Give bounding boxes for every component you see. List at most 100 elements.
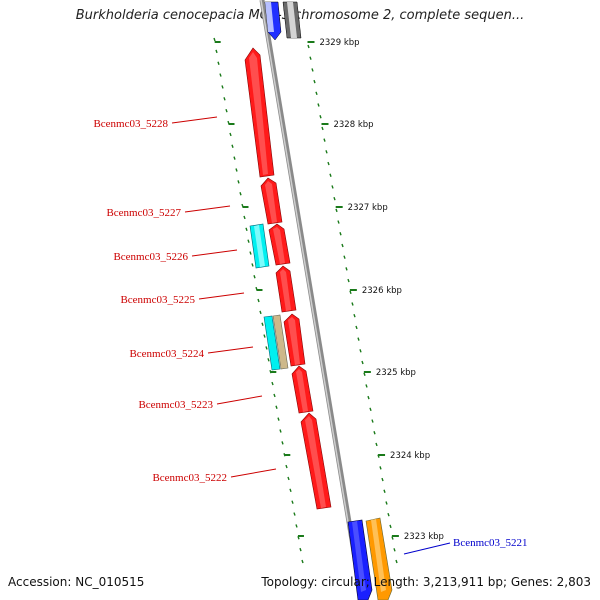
tick-label: 2326 kbp: [362, 286, 402, 296]
minor-tick-right: [309, 56, 312, 60]
gene-arrow-5224-red[interactable]: [283, 313, 306, 367]
minor-tick-left: [237, 180, 240, 184]
minor-tick-left: [301, 559, 304, 564]
gene-arrow-5225[interactable]: [275, 265, 297, 313]
minor-tick-right: [359, 349, 362, 353]
gene-label-5226[interactable]: Bcenmc03_5226: [113, 251, 188, 263]
minor-tick-right: [357, 337, 360, 341]
minor-tick-left: [271, 381, 274, 386]
minor-tick-left: [223, 97, 226, 101]
minor-tick-right: [375, 442, 378, 447]
chromosome-backbone: [259, 0, 365, 600]
gene-arrow-5226-red[interactable]: [268, 223, 291, 266]
gene-arrow-5226-cyan[interactable]: [249, 223, 270, 269]
tick-label: 2329 kbp: [319, 38, 359, 48]
minor-tick-right: [363, 372, 366, 376]
minor-tick-right: [315, 91, 318, 96]
minor-tick-right: [373, 431, 376, 435]
minor-tick-left: [281, 441, 284, 445]
gene-arrow-5224-tan[interactable]: [272, 314, 289, 370]
minor-tick-right: [313, 79, 316, 84]
minor-tick-right: [391, 536, 394, 540]
minor-tick-right: [321, 126, 324, 131]
minor-tick-right: [341, 243, 344, 248]
gene-arrow-5221-orange[interactable]: [365, 517, 393, 600]
minor-tick-right: [355, 325, 358, 330]
gene-features: [244, 1, 393, 600]
minor-tick-right: [337, 220, 340, 224]
minor-tick-right: [367, 395, 370, 400]
minor-tick-right: [327, 161, 330, 166]
minor-tick-left: [265, 346, 268, 350]
minor-tick-right: [323, 138, 326, 142]
gene-arrow-top-grey[interactable]: [282, 1, 302, 39]
minor-tick-right: [343, 255, 346, 259]
tick-label: 2323 kbp: [404, 532, 444, 542]
gene-label-5225[interactable]: Bcenmc03_5225: [120, 294, 195, 306]
minor-tick-left: [285, 464, 288, 469]
minor-tick-right: [361, 360, 364, 365]
gene-label-5223[interactable]: Bcenmc03_5223: [138, 399, 213, 411]
minor-tick-right: [333, 196, 336, 201]
minor-tick-left: [295, 524, 298, 528]
minor-tick-left: [235, 168, 238, 172]
minor-tick-right: [345, 267, 348, 271]
gene-label-5222[interactable]: Bcenmc03_5222: [152, 472, 227, 484]
minor-tick-right: [339, 232, 342, 236]
minor-tick-right: [325, 150, 328, 154]
tick-label: 2325 kbp: [376, 368, 416, 378]
minor-tick-right: [319, 115, 322, 119]
minor-tick-left: [253, 275, 256, 279]
minor-tick-right: [351, 302, 354, 306]
minor-tick-right: [383, 489, 386, 493]
gene-arrow-bottom-blue[interactable]: [347, 519, 373, 600]
minor-tick-left: [229, 132, 232, 137]
minor-tick-right: [371, 419, 374, 423]
minor-tick-left: [299, 547, 302, 552]
minor-tick-left: [231, 144, 234, 148]
minor-tick-left: [225, 108, 228, 113]
minor-tick-left: [233, 156, 236, 160]
gene-arrow-5227[interactable]: [260, 177, 283, 225]
minor-tick-right: [347, 278, 350, 283]
minor-tick-left: [267, 358, 270, 362]
minor-tick-right: [393, 548, 396, 552]
gene-label-5221[interactable]: Bcenmc03_5221: [453, 537, 528, 549]
minor-tick-left: [263, 334, 266, 338]
minor-tick-right: [307, 44, 310, 49]
minor-tick-right: [335, 208, 338, 213]
gene-arrow-top-blue[interactable]: [264, 1, 282, 41]
minor-ticks: [213, 37, 398, 564]
minor-tick-left: [277, 417, 280, 421]
gene-arrow-5222[interactable]: [300, 412, 332, 510]
tick-label: 2328 kbp: [333, 120, 373, 130]
minor-tick-left: [245, 227, 248, 232]
map-title: Burkholderia cenocepacia MC0-3 chromosom…: [75, 8, 525, 23]
minor-tick-left: [259, 310, 262, 315]
minor-tick-left: [213, 37, 216, 42]
minor-tick-left: [221, 85, 224, 89]
minor-tick-right: [387, 512, 390, 517]
minor-tick-right: [331, 185, 334, 189]
tick-label: 2324 kbp: [390, 451, 430, 461]
minor-tick-left: [217, 61, 220, 65]
minor-tick-left: [289, 488, 292, 493]
gene-label-5227[interactable]: Bcenmc03_5227: [106, 207, 181, 219]
gene-arrow-5228[interactable]: [244, 47, 275, 178]
accession-text: Accession: NC_010515: [8, 575, 145, 589]
minor-tick-right: [389, 524, 392, 529]
minor-tick-left: [273, 393, 276, 398]
gene-arrow-5224-cyan[interactable]: [263, 315, 281, 371]
minor-tick-left: [275, 405, 278, 409]
label-leaders: [171, 116, 451, 555]
minor-tick-left: [239, 192, 242, 196]
minor-tick-right: [385, 501, 388, 505]
minor-tick-left: [293, 512, 296, 516]
gene-label-5224[interactable]: Bcenmc03_5224: [129, 348, 204, 360]
gene-arrow-5223[interactable]: [291, 365, 314, 414]
minor-tick-left: [247, 239, 250, 243]
gene-label-5228[interactable]: Bcenmc03_5228: [93, 118, 168, 130]
minor-tick-left: [257, 298, 260, 303]
minor-tick-left: [219, 73, 222, 77]
minor-tick-right: [381, 477, 384, 482]
